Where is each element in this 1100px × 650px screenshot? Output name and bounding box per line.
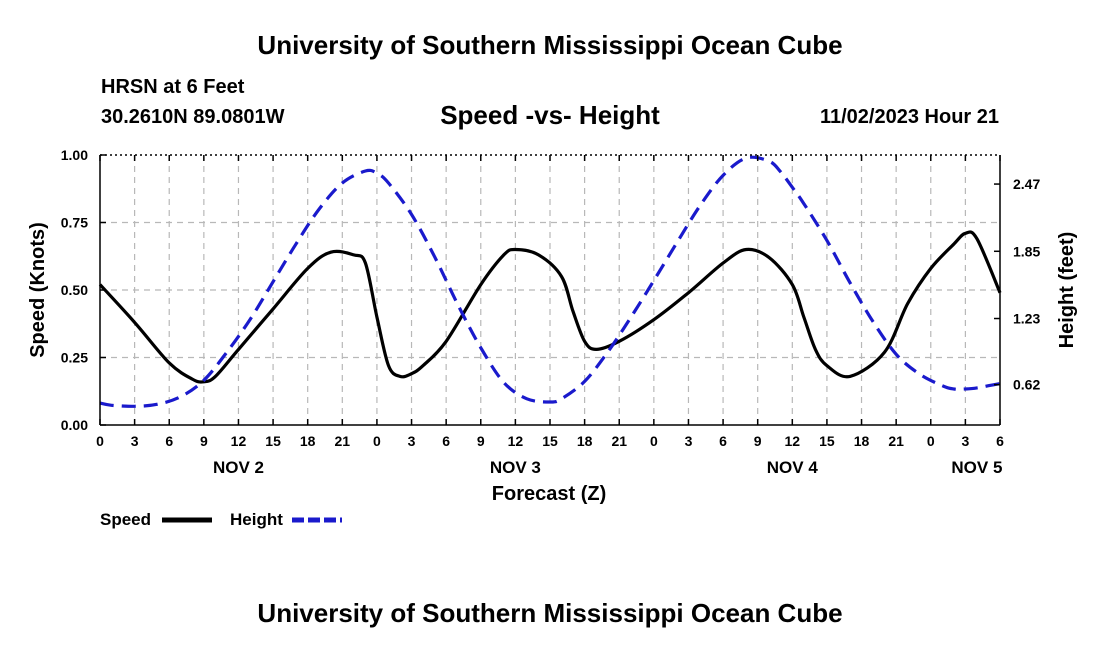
series-line-speed	[98, 230, 1002, 384]
date-label: NOV 4	[767, 458, 819, 477]
x-tick-label: 3	[131, 433, 139, 449]
y-tick-label: 0.00	[61, 417, 88, 433]
legend-label-height: Height	[230, 510, 283, 529]
x-tick-label: 18	[577, 433, 593, 449]
x-tick-label: 21	[611, 433, 627, 449]
footer-title: University of Southern Mississippi Ocean…	[257, 598, 843, 628]
x-tick-label: 9	[754, 433, 762, 449]
x-tick-label: 0	[373, 433, 381, 449]
x-tick-label: 9	[200, 433, 208, 449]
series-layer	[98, 155, 1002, 408]
x-axis-title: Forecast (Z)	[492, 483, 606, 505]
x-tick-label: 12	[231, 433, 247, 449]
station-label: HRSN at 6 Feet	[101, 76, 245, 98]
y2-tick-label: 2.47	[1013, 176, 1040, 192]
series-line-height	[99, 155, 1001, 408]
legend: Speed Height	[100, 510, 342, 529]
y-axis-title: Speed (Knots)	[27, 222, 49, 358]
y2-tick-label: 1.85	[1013, 243, 1040, 259]
page-title: University of Southern Mississippi Ocean…	[257, 30, 843, 60]
x-tick-label: 15	[542, 433, 558, 449]
y-tick-label: 1.00	[61, 147, 88, 163]
x-tick-label: 6	[719, 433, 727, 449]
y2-tick-label: 0.62	[1013, 377, 1040, 393]
x-tick-label: 3	[961, 433, 969, 449]
x-tick-label: 21	[335, 433, 351, 449]
x-tick-label: 0	[650, 433, 658, 449]
forecast-timestamp: 11/02/2023 Hour 21	[819, 106, 999, 128]
x-tick-label: 0	[96, 433, 104, 449]
legend-label-speed: Speed	[100, 510, 151, 529]
x-tick-label: 3	[408, 433, 416, 449]
date-label: NOV 5	[951, 458, 1002, 477]
x-tick-label: 15	[819, 433, 835, 449]
x-tick-label: 6	[996, 433, 1004, 449]
station-coordinates: 30.2610N 89.0801W	[101, 106, 285, 128]
y2-tick-label: 1.23	[1013, 311, 1040, 327]
x-tick-label: 12	[785, 433, 801, 449]
y-tick-label: 0.25	[61, 350, 88, 366]
date-label: NOV 3	[490, 458, 541, 477]
axis-layer: 0 3 6 9 12 15 18 21 0 3 6 9 12 15 18 21 0 3 6 9 12 15 18 21 0 3 6 0…	[61, 147, 1041, 477]
x-tick-label: 0	[927, 433, 935, 449]
date-label: NOV 2	[213, 458, 264, 477]
x-tick-label: 18	[300, 433, 316, 449]
x-tick-label: 3	[685, 433, 693, 449]
x-tick-label: 18	[854, 433, 870, 449]
y-tick-label: 0.75	[61, 215, 88, 231]
x-tick-label: 12	[508, 433, 524, 449]
x-tick-label: 6	[442, 433, 450, 449]
x-tick-label: 15	[265, 433, 281, 449]
x-tick-label: 6	[165, 433, 173, 449]
y-tick-label: 0.50	[61, 282, 88, 298]
grid-layer	[100, 155, 1000, 425]
x-tick-label: 9	[477, 433, 485, 449]
x-tick-label: 21	[888, 433, 904, 449]
y2-axis-title: Height (feet)	[1056, 232, 1078, 349]
chart-subtitle: Speed -vs- Height	[440, 100, 660, 130]
